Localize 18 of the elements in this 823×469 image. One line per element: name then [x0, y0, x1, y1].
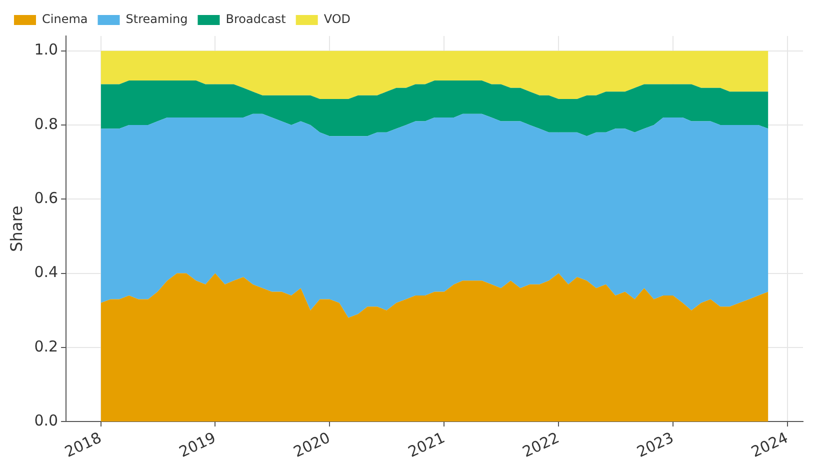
x-tick-label: 2019	[176, 428, 219, 461]
x-tick-label: 2020	[290, 428, 333, 461]
legend-label: Broadcast	[226, 12, 286, 26]
legend-label: Cinema	[42, 12, 88, 26]
x-tick-label: 2022	[520, 428, 562, 461]
y-tick-label: 0.8	[34, 114, 58, 133]
y-axis-title: Share	[6, 206, 26, 252]
x-tick-label: 2023	[634, 428, 676, 461]
y-tick-label: 0.2	[34, 337, 58, 356]
y-tick-label: 0.0	[34, 411, 58, 430]
x-tick-label: 2018	[62, 428, 104, 461]
x-tick-label: 2024	[748, 428, 791, 461]
y-tick-label: 1.0	[34, 40, 58, 59]
y-tick-label: 0.6	[34, 189, 58, 208]
x-tick-label: 2021	[405, 428, 448, 461]
y-tick-label: 0.4	[34, 263, 58, 282]
legend-label: Streaming	[126, 12, 188, 26]
legend-label: VOD	[324, 12, 351, 26]
